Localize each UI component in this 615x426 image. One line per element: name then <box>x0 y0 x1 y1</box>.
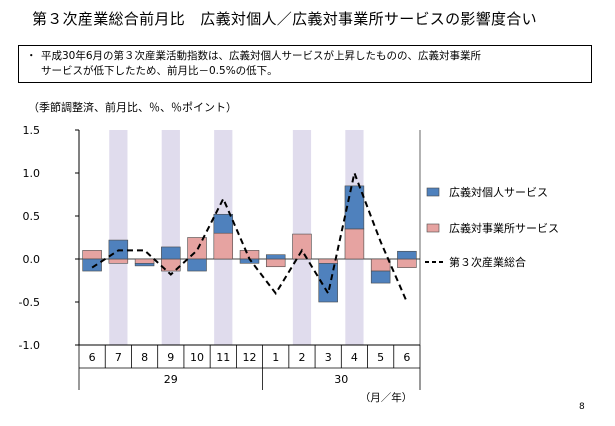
x-tick-label: 11 <box>216 351 230 364</box>
x-tick-label: 7 <box>115 351 122 364</box>
axis-layer: 1.51.00.50.0-0.5-1.06 7 8 9 10 11 12 1 2 3 4 5 629 30… <box>19 124 421 404</box>
x-tick-label: 2 <box>298 351 305 364</box>
line-layer <box>91 169 408 303</box>
x-tick-label: 8 <box>141 351 148 364</box>
bar-layer <box>82 185 417 303</box>
bar-business <box>397 258 417 268</box>
y-tick-label: -1.0 <box>19 339 40 352</box>
year-label: 30 <box>334 373 348 386</box>
bar-personal <box>213 213 234 234</box>
summary-line-2: サービスが低下したため、前月比－0.5%の低下。 <box>41 65 278 77</box>
bar-business <box>370 258 391 272</box>
y-tick-label: 1.0 <box>23 167 41 180</box>
bar-personal <box>187 258 207 272</box>
legend-swatch-business <box>426 223 440 233</box>
x-tick-label: 6 <box>403 351 410 364</box>
legend-swatch-personal <box>426 187 440 197</box>
x-tick-label: 4 <box>351 351 358 364</box>
legend-label-business: 広義対事業所サービス <box>449 221 559 235</box>
y-tick-label: -0.5 <box>19 296 40 309</box>
chart-unit-note: （季節調整済、前月比、％、％ポイント） <box>28 100 237 114</box>
x-tick-label: 9 <box>167 351 174 364</box>
x-tick-label: 1 <box>272 351 279 364</box>
bar-business <box>292 233 312 260</box>
page-number: 8 <box>579 402 585 412</box>
y-tick-label: 1.5 <box>23 124 41 137</box>
x-tick-label: 12 <box>243 351 257 364</box>
bar-business <box>265 258 286 268</box>
bar-personal <box>397 250 417 260</box>
legend-label-personal: 広義対個人サービス <box>449 185 548 199</box>
bar-personal <box>265 254 286 260</box>
bar-business <box>213 232 234 260</box>
summary-bullet: ・ <box>26 50 37 62</box>
summary-box: ・ 平成30年6月の第３次産業活動指数は、広義対個人サービスが上昇したものの、広… <box>18 45 592 83</box>
y-tick-label: 0.5 <box>23 210 41 223</box>
y-tick-label: 0.0 <box>23 253 41 266</box>
page-title: 第３次産業総合前月比 広義対個人／広義対事業所サービスの影響度合い <box>32 10 537 28</box>
series-line-total <box>91 169 408 303</box>
x-tick-label: 5 <box>377 351 384 364</box>
bar-business <box>134 258 155 264</box>
x-tick-label: 6 <box>89 351 96 364</box>
bar-personal <box>161 246 181 260</box>
shade-layer <box>109 130 364 345</box>
year-label: 29 <box>164 373 178 386</box>
bar-business <box>108 258 129 264</box>
shade-band <box>161 130 180 345</box>
x-tick-label: 3 <box>325 351 332 364</box>
bar-personal <box>370 270 391 284</box>
shade-band <box>109 130 128 345</box>
x-tick-label: 10 <box>190 351 204 364</box>
bar-personal <box>134 262 155 267</box>
bar-personal <box>318 262 338 303</box>
legend-label-total: 第３次産業総合 <box>449 255 526 269</box>
x-axis-unit: （月／年） <box>360 391 413 404</box>
summary-line-1: 平成30年6月の第３次産業活動指数は、広義対個人サービスが上昇したものの、広義対… <box>41 50 482 62</box>
bar-business <box>82 250 102 260</box>
bar-personal <box>82 258 102 272</box>
bar-business <box>344 228 365 260</box>
